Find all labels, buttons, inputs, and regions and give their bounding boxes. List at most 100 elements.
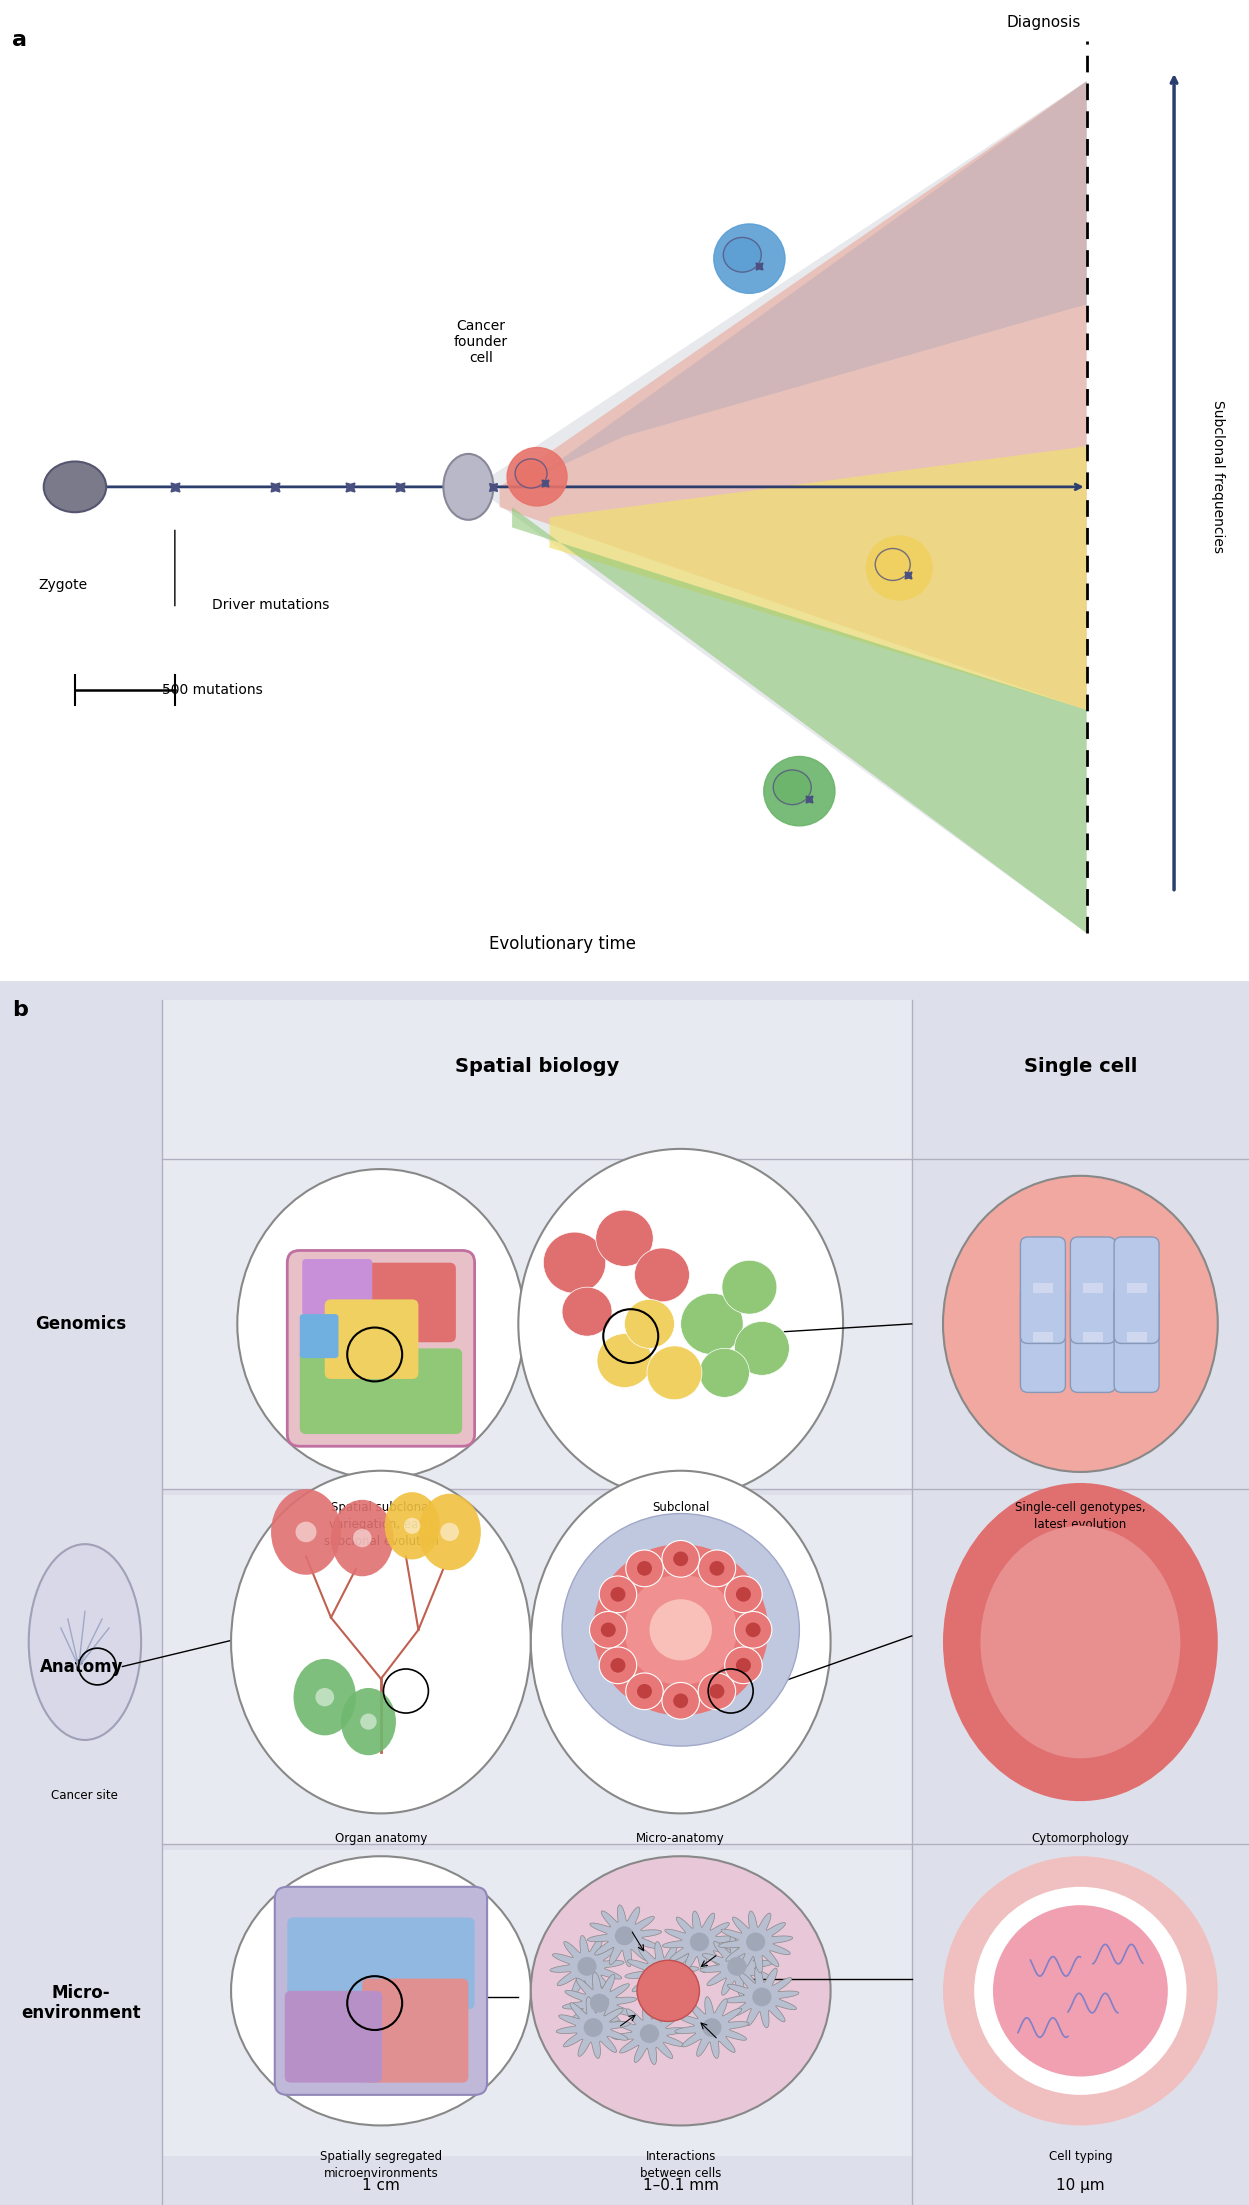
Ellipse shape: [531, 1471, 831, 1813]
Circle shape: [641, 1316, 658, 1332]
Circle shape: [736, 1658, 751, 1674]
Circle shape: [624, 1299, 674, 1347]
Circle shape: [652, 1962, 672, 1982]
Ellipse shape: [943, 1175, 1218, 1473]
Circle shape: [601, 1623, 616, 1636]
Text: Zygote: Zygote: [37, 578, 87, 593]
Polygon shape: [500, 82, 1087, 710]
Circle shape: [611, 1658, 626, 1674]
Text: Micro-
environment: Micro- environment: [21, 1984, 141, 2022]
Bar: [1127, 1332, 1147, 1343]
FancyBboxPatch shape: [300, 1314, 338, 1358]
Bar: [0, 1158, 1249, 1488]
Text: Cell typing: Cell typing: [1049, 2150, 1112, 2163]
Text: Cytomorphology: Cytomorphology: [1032, 1832, 1129, 1846]
Ellipse shape: [341, 1689, 396, 1755]
Polygon shape: [562, 1971, 637, 2033]
Circle shape: [562, 1288, 612, 1336]
Text: b: b: [12, 999, 29, 1019]
Text: Single-cell genotypes,
latest evolution: Single-cell genotypes, latest evolution: [1015, 1502, 1145, 1530]
Text: Subclonal
interfaces: Subclonal interfaces: [651, 1502, 711, 1530]
Circle shape: [624, 1574, 737, 1685]
Circle shape: [727, 1958, 747, 1976]
Circle shape: [639, 2024, 659, 2044]
Text: a: a: [12, 31, 27, 51]
Text: 1 cm: 1 cm: [362, 2179, 400, 2192]
Circle shape: [701, 1314, 723, 1334]
Ellipse shape: [237, 1169, 525, 1480]
Polygon shape: [699, 1936, 774, 1998]
Text: Driver mutations: Driver mutations: [212, 598, 330, 613]
Polygon shape: [550, 445, 1087, 710]
FancyBboxPatch shape: [300, 1347, 462, 1433]
Circle shape: [736, 1588, 751, 1601]
Circle shape: [698, 1550, 736, 1588]
FancyBboxPatch shape: [1020, 1237, 1065, 1343]
Circle shape: [739, 1277, 759, 1297]
Bar: [1033, 1283, 1053, 1294]
Polygon shape: [724, 1967, 799, 2029]
Circle shape: [662, 1541, 699, 1577]
Polygon shape: [550, 1936, 624, 1998]
Polygon shape: [475, 82, 1087, 933]
Polygon shape: [662, 1912, 737, 1973]
Circle shape: [600, 1647, 637, 1685]
Circle shape: [662, 1682, 699, 1720]
FancyBboxPatch shape: [302, 1259, 372, 1316]
Circle shape: [626, 1674, 663, 1709]
FancyBboxPatch shape: [1070, 1237, 1115, 1343]
Circle shape: [615, 1927, 634, 1945]
Ellipse shape: [974, 1887, 1187, 2095]
Circle shape: [698, 1674, 736, 1709]
Ellipse shape: [943, 1484, 1218, 1801]
Bar: [1127, 1283, 1147, 1294]
Ellipse shape: [713, 225, 784, 293]
Circle shape: [716, 1365, 733, 1380]
Circle shape: [673, 1693, 688, 1709]
Circle shape: [647, 1345, 702, 1400]
Circle shape: [637, 1561, 652, 1577]
Circle shape: [699, 1347, 749, 1398]
Ellipse shape: [773, 770, 812, 805]
Ellipse shape: [980, 1526, 1180, 1757]
Text: Spatial biology: Spatial biology: [455, 1058, 620, 1076]
Ellipse shape: [231, 1857, 531, 2126]
Circle shape: [352, 1528, 372, 1548]
Ellipse shape: [993, 1905, 1168, 2077]
Circle shape: [296, 1521, 316, 1541]
Circle shape: [315, 1689, 335, 1707]
Circle shape: [734, 1612, 772, 1647]
Bar: [1033, 1332, 1053, 1343]
Ellipse shape: [443, 454, 493, 520]
Ellipse shape: [231, 1471, 531, 1813]
FancyBboxPatch shape: [362, 1978, 468, 2082]
Text: Single cell: Single cell: [1024, 1058, 1137, 1076]
Ellipse shape: [723, 238, 761, 271]
Circle shape: [689, 1932, 709, 1951]
Text: Cancer site: Cancer site: [51, 1788, 119, 1801]
Circle shape: [403, 1517, 421, 1535]
Circle shape: [626, 1550, 663, 1588]
Polygon shape: [612, 2002, 687, 2064]
Polygon shape: [512, 507, 1087, 933]
Ellipse shape: [418, 1493, 481, 1570]
Text: Interactions
between cells: Interactions between cells: [639, 2150, 722, 2181]
FancyBboxPatch shape: [1114, 1237, 1159, 1343]
Text: Spatially segregated
microenvironments: Spatially segregated microenvironments: [320, 2150, 442, 2181]
Ellipse shape: [531, 1857, 831, 2126]
Ellipse shape: [507, 448, 567, 505]
Circle shape: [709, 1685, 724, 1698]
Circle shape: [600, 1577, 637, 1612]
Circle shape: [746, 1623, 761, 1636]
Circle shape: [596, 1211, 653, 1266]
Text: Spatial subclonal
variegation, early
subclonal evolution: Spatial subclonal variegation, early sub…: [323, 1502, 438, 1548]
Circle shape: [681, 1294, 743, 1354]
Ellipse shape: [876, 549, 911, 580]
Ellipse shape: [943, 1857, 1218, 2126]
Bar: [1083, 1332, 1103, 1343]
Circle shape: [615, 1228, 634, 1248]
Circle shape: [734, 1321, 789, 1376]
Text: 1–0.1 mm: 1–0.1 mm: [643, 2179, 718, 2192]
Text: Subclonal frequencies: Subclonal frequencies: [1210, 401, 1225, 553]
Circle shape: [440, 1524, 460, 1541]
